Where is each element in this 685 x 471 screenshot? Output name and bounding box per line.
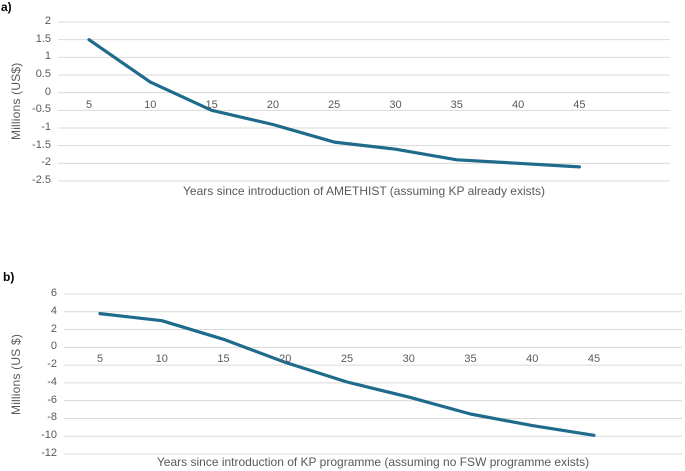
panel-a-x-axis-title: Years since introduction of AMETHIST (as… — [183, 184, 545, 198]
panel-a-y-tick-label: -1.5 — [32, 138, 51, 151]
panel-b-x-tick-label: 10 — [155, 353, 168, 366]
panel-b-label: b) — [3, 270, 15, 284]
panel-b-y-tick-label: -2 — [47, 358, 57, 371]
panel-b-x-tick-label: 15 — [217, 353, 230, 366]
panel-b-x-tick-label: 30 — [402, 353, 415, 366]
panel-b-y-tick-label: -6 — [47, 393, 57, 406]
panel-b-y-tick-label: 4 — [50, 304, 57, 317]
panel-a-series-line — [87, 38, 582, 169]
panel-a-y-tick-label: -1 — [41, 121, 51, 133]
panel-a-x-tick-label: 10 — [144, 98, 157, 111]
panel-b-y-tick-label: -4 — [47, 375, 57, 388]
panel-b-x-tick-label: 25 — [340, 353, 354, 366]
panel-a-y-tick-label: 2 — [44, 15, 51, 27]
panel-b-x-tick-label: 40 — [526, 353, 539, 366]
panel-a-y-tick-label: 1.5 — [35, 32, 51, 45]
panel-b-y-tick-label: -8 — [47, 411, 57, 424]
panel-a-x-tick-label: 40 — [511, 98, 525, 111]
panel-a-y-tick-label: 0.5 — [35, 68, 51, 80]
panel-a-x-tick-label: 35 — [450, 98, 463, 111]
panel-a-x-tick-label: 45 — [573, 98, 586, 111]
panel-a-plot-area — [58, 21, 670, 182]
panel-b-x-tick-label: 35 — [464, 353, 477, 366]
panel-a-x-tick-label: 30 — [389, 98, 402, 111]
panel-b-x-tick-label: 45 — [587, 353, 601, 366]
panel-a-x-tick-label: 20 — [266, 98, 280, 111]
panel-b-plot-area — [64, 293, 682, 455]
panel-a-y-tick-label: 0 — [44, 85, 51, 98]
panel-b-y-tick-label: 2 — [50, 322, 57, 335]
panel-b-y-tick-label: 6 — [50, 287, 57, 299]
panel-b-x-tick-label: 20 — [279, 353, 292, 366]
panel-a-y-tick-label: -2.5 — [32, 174, 51, 186]
panel-b-y-tick-label: -12 — [41, 447, 57, 459]
panel-a-y-tick-label: -2 — [41, 156, 51, 169]
panel-a-y-tick-label: 1 — [44, 50, 51, 63]
panel-a-y-tick-label: -0.5 — [32, 103, 51, 116]
panel-b-y-tick-label: -10 — [41, 429, 57, 442]
panel-b-y-tick-label: 0 — [50, 340, 57, 353]
panel-a-x-tick-label: 5 — [85, 98, 93, 111]
panel-b-x-axis-title: Years since introduction of KP programme… — [156, 455, 590, 469]
panel-b-x-tick-label: 5 — [96, 353, 104, 366]
panel-a-x-tick-label: 25 — [328, 98, 341, 111]
panel-a-label: a) — [1, 0, 12, 14]
panel-a-x-tick-label: 15 — [205, 98, 218, 111]
panel-b-series-line — [98, 312, 596, 437]
